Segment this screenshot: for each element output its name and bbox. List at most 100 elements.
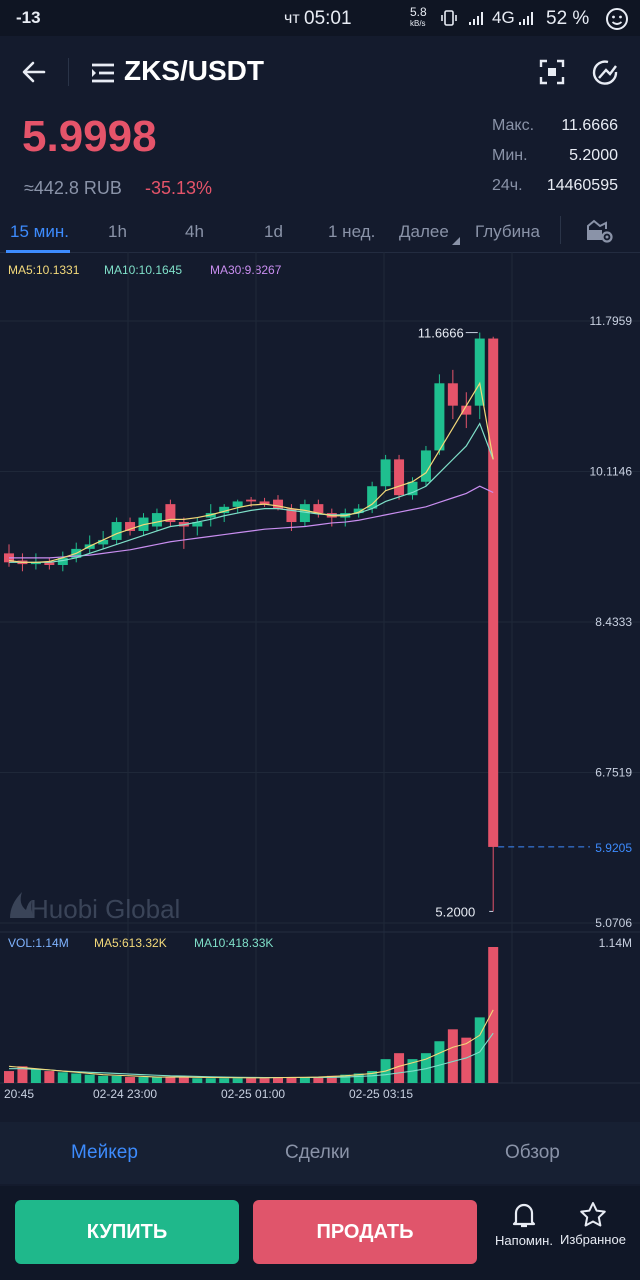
- volume-bar: [299, 1077, 310, 1083]
- volume-24h-label: 24ч.: [492, 177, 523, 194]
- ma5-legend: MA5:10.1331: [8, 263, 80, 277]
- pair-title[interactable]: ZKS/USDT: [124, 55, 264, 86]
- candle-down: [313, 504, 324, 514]
- time-axis-label: 02-24 23:00: [93, 1087, 157, 1101]
- volume-bar: [30, 1068, 41, 1083]
- ma30-legend: MA30:9.8267: [210, 263, 282, 277]
- candle-down: [394, 459, 405, 496]
- tab-maker[interactable]: Мейкер: [71, 1142, 138, 1163]
- signal-icon: [468, 10, 486, 31]
- indicator-settings-icon[interactable]: [590, 58, 620, 93]
- volume-bar: [4, 1071, 14, 1083]
- price-axis-label: 6.7519: [595, 766, 632, 780]
- last-price: 5.9998: [22, 112, 157, 161]
- volume-ma-lines: [8, 1009, 494, 1079]
- volume-bar: [205, 1078, 216, 1083]
- volume-ma5-line: [8, 1009, 494, 1079]
- time-axis-label: 20:45: [4, 1087, 34, 1101]
- alert-button[interactable]: Напомин.: [488, 1200, 560, 1248]
- vol-max-label: 1.14M: [598, 936, 632, 950]
- vol-ma10-legend: MA10:418.33K: [194, 936, 274, 950]
- tab-more[interactable]: Далее: [399, 222, 449, 241]
- price-axis-label: 11.7959: [590, 314, 633, 328]
- kline-chart[interactable]: Huobi Global 11.7959 10.1146 8.4333 6.7519 5…: [0, 250, 640, 1120]
- time-axis-label: 02-25 03:15: [349, 1087, 413, 1101]
- volume-bar: [246, 1078, 257, 1083]
- price-markers: 11.6666 5.2000 5.9205: [418, 326, 633, 920]
- ma-lines: [8, 381, 494, 563]
- volume-bar: [367, 1071, 378, 1083]
- volume-bar: [219, 1078, 230, 1083]
- sell-button[interactable]: ПРОДАТЬ: [253, 1200, 477, 1264]
- candle-up: [367, 486, 378, 509]
- candle-up: [434, 383, 445, 451]
- volume-bar: [273, 1077, 283, 1083]
- favorite-label: Избранное: [560, 1232, 626, 1247]
- candle-up: [407, 481, 418, 496]
- header-divider: [68, 58, 69, 86]
- status-net-unit: kB/s: [410, 19, 426, 28]
- menu-icon[interactable]: [90, 62, 116, 89]
- ma10-line: [9, 422, 494, 563]
- tab-depth[interactable]: Глубина: [475, 222, 540, 241]
- tab-1week[interactable]: 1 нед.: [328, 222, 376, 241]
- time-axis: 20:45 02-24 23:00 02-25 01:00 02-25 03:15: [4, 1087, 413, 1101]
- tab-15min[interactable]: 15 мин.: [10, 222, 69, 241]
- header: [0, 36, 640, 110]
- ma10-legend: MA10:10.1645: [104, 263, 183, 277]
- volume-bar: [488, 947, 499, 1083]
- volume-bar: [259, 1078, 270, 1083]
- dropdown-triangle-icon: [452, 232, 460, 250]
- candle-up: [353, 508, 364, 514]
- time-axis-label: 02-25 01:00: [221, 1087, 285, 1101]
- volume-bar: [474, 1017, 485, 1083]
- volume-bars: [4, 947, 499, 1083]
- volume-bar: [125, 1077, 136, 1083]
- tab-1h[interactable]: 1h: [108, 222, 127, 241]
- active-tab-indicator: [6, 250, 70, 253]
- volume-bar: [138, 1077, 149, 1083]
- candle-up: [420, 450, 431, 482]
- volume-bar: [98, 1075, 109, 1083]
- tab-overview[interactable]: Обзор: [505, 1142, 560, 1163]
- high-value: 11.6666: [561, 117, 618, 134]
- candle-up: [474, 338, 485, 406]
- high-marker-label: 11.6666: [418, 326, 464, 341]
- buy-button[interactable]: КУПИТЬ: [15, 1200, 239, 1264]
- status-day: чт: [284, 10, 300, 27]
- candle-down: [286, 508, 297, 523]
- chart-settings-icon[interactable]: [586, 218, 614, 249]
- fullscreen-icon[interactable]: [538, 58, 566, 91]
- volume-bar: [178, 1077, 189, 1083]
- volume-bar: [151, 1077, 162, 1083]
- current-price-label: 5.9205: [595, 841, 632, 855]
- status-notification-count: -13: [16, 8, 41, 27]
- price-axis-label: 5.0706: [595, 916, 632, 930]
- volume-bar: [192, 1078, 203, 1083]
- low-marker-label: 5.2000: [435, 904, 475, 919]
- candle-up: [151, 513, 162, 527]
- favorite-button[interactable]: Избранное: [558, 1200, 628, 1247]
- volume-bar: [71, 1073, 82, 1083]
- candle-down: [273, 499, 283, 509]
- back-button[interactable]: [20, 58, 48, 91]
- bottom-tabs: Мейкер Сделки Обзор: [0, 1122, 640, 1184]
- tab-1d[interactable]: 1d: [264, 222, 283, 241]
- volume-bar: [353, 1073, 364, 1083]
- watermark: Huobi Global: [10, 892, 180, 924]
- vol-ma5-legend: MA5:613.32K: [94, 936, 167, 950]
- tab-4h[interactable]: 4h: [185, 222, 204, 241]
- alert-label: Напомин.: [495, 1233, 553, 1248]
- volume-bar: [461, 1037, 472, 1083]
- price-axis: 11.7959 10.1146 8.4333 6.7519 5.0706: [590, 314, 633, 930]
- volume-bar: [17, 1066, 28, 1083]
- candle-down: [125, 522, 136, 531]
- status-time: 05:01: [304, 8, 352, 29]
- candle-down: [246, 499, 257, 502]
- price-change: -35.13%: [145, 178, 213, 198]
- status-net-speed: 5.8: [410, 5, 427, 19]
- candle-down: [165, 504, 176, 523]
- tab-trades[interactable]: Сделки: [285, 1142, 350, 1163]
- candle-down: [259, 501, 270, 505]
- vol-legend: VOL:1.14M: [8, 936, 69, 950]
